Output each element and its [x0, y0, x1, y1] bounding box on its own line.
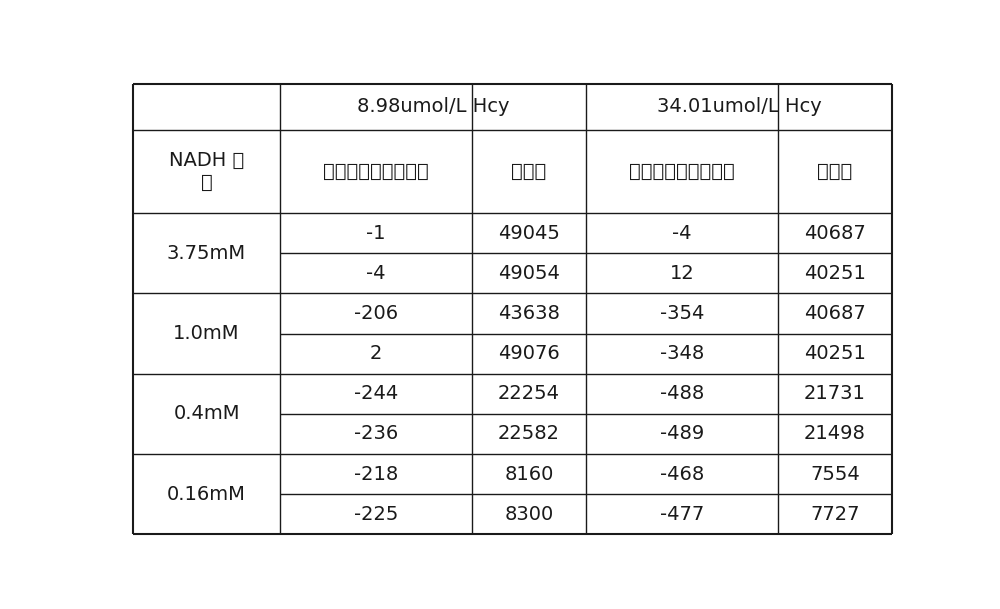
Text: 21498: 21498 — [804, 424, 866, 443]
Text: 0.16mM: 0.16mM — [167, 485, 246, 504]
Text: -244: -244 — [354, 384, 398, 403]
Text: 34.01umol/L Hcy: 34.01umol/L Hcy — [657, 97, 822, 116]
Text: 21731: 21731 — [804, 384, 866, 403]
Text: 1.0mM: 1.0mM — [173, 324, 240, 343]
Text: 每分钟吸光度的变化: 每分钟吸光度的变化 — [323, 162, 429, 181]
Text: -477: -477 — [660, 505, 704, 524]
Text: 8300: 8300 — [504, 505, 554, 524]
Text: -348: -348 — [660, 344, 704, 363]
Text: -225: -225 — [354, 505, 398, 524]
Text: 49076: 49076 — [498, 344, 560, 363]
Text: 40251: 40251 — [804, 344, 866, 363]
Text: -488: -488 — [660, 384, 704, 403]
Text: 40251: 40251 — [804, 264, 866, 283]
Text: -468: -468 — [660, 465, 704, 484]
Text: 2: 2 — [370, 344, 382, 363]
Text: 43638: 43638 — [498, 304, 560, 323]
Text: -4: -4 — [672, 224, 692, 243]
Text: 40687: 40687 — [804, 304, 866, 323]
Text: 3.75mM: 3.75mM — [167, 244, 246, 263]
Text: 0.4mM: 0.4mM — [173, 404, 240, 423]
Text: 40687: 40687 — [804, 224, 866, 243]
Text: -354: -354 — [660, 304, 704, 323]
Text: -218: -218 — [354, 465, 398, 484]
Text: 8.98umol/L Hcy: 8.98umol/L Hcy — [357, 97, 510, 116]
Text: 12: 12 — [670, 264, 694, 283]
Text: -236: -236 — [354, 424, 398, 443]
Text: NADH 浓
度: NADH 浓 度 — [169, 151, 244, 192]
Text: 8160: 8160 — [504, 465, 554, 484]
Text: 7554: 7554 — [810, 465, 860, 484]
Text: 吸光度: 吸光度 — [817, 162, 853, 181]
Text: 22254: 22254 — [498, 384, 560, 403]
Text: 22582: 22582 — [498, 424, 560, 443]
Text: -1: -1 — [366, 224, 386, 243]
Text: -206: -206 — [354, 304, 398, 323]
Text: -489: -489 — [660, 424, 704, 443]
Text: 7727: 7727 — [810, 505, 860, 524]
Text: 49045: 49045 — [498, 224, 560, 243]
Text: -4: -4 — [366, 264, 386, 283]
Text: 每分钟吸光度的变化: 每分钟吸光度的变化 — [629, 162, 735, 181]
Text: 吸光度: 吸光度 — [511, 162, 547, 181]
Text: 49054: 49054 — [498, 264, 560, 283]
